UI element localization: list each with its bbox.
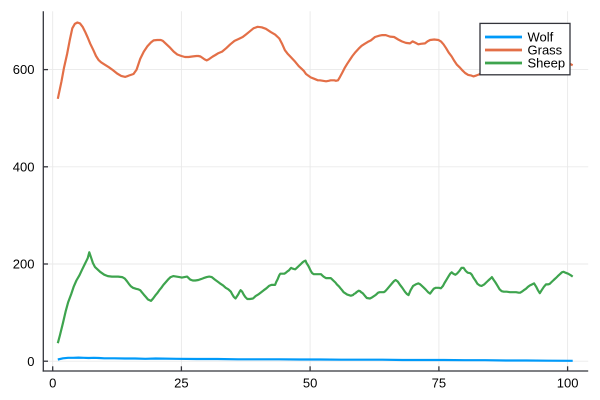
svg-text:0: 0	[27, 354, 34, 369]
svg-text:0: 0	[49, 376, 56, 391]
svg-text:Grass: Grass	[528, 43, 563, 58]
svg-text:50: 50	[303, 376, 317, 391]
svg-text:400: 400	[13, 159, 35, 174]
svg-text:25: 25	[174, 376, 188, 391]
svg-text:600: 600	[13, 62, 35, 77]
svg-text:100: 100	[557, 376, 579, 391]
svg-text:Sheep: Sheep	[528, 56, 566, 71]
svg-text:75: 75	[432, 376, 446, 391]
svg-text:200: 200	[13, 257, 35, 272]
svg-text:Wolf: Wolf	[528, 30, 554, 45]
